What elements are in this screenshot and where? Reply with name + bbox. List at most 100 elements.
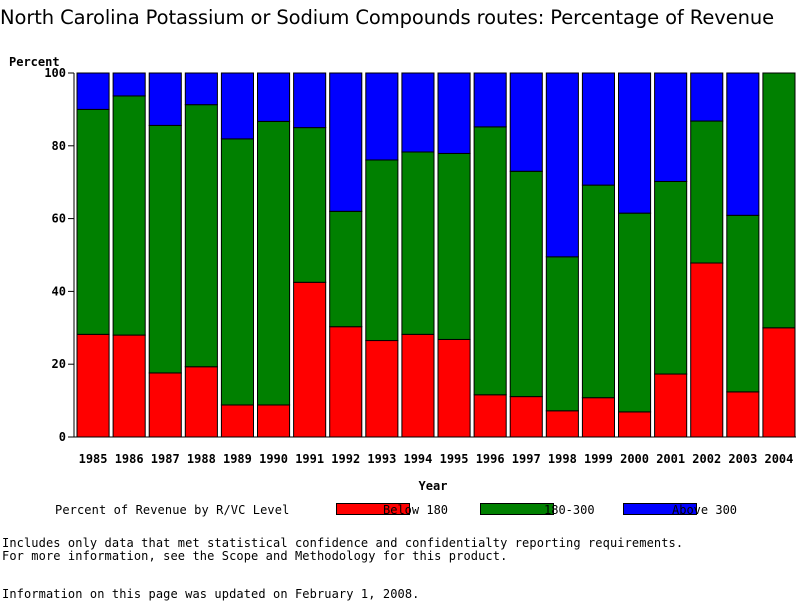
bar-1988-below-180 (184, 366, 218, 438)
x-tick-label-2001: 2001 (656, 452, 685, 466)
bar-2002-180-300 (690, 120, 724, 264)
x-tick-label-2000: 2000 (620, 452, 649, 466)
bar-1986-180-300 (112, 95, 146, 336)
x-tick-label-1997: 1997 (512, 452, 541, 466)
x-tick-label-1992: 1992 (331, 452, 360, 466)
bar-2002-below-180 (690, 262, 724, 438)
bar-1989-below-180 (220, 404, 254, 438)
bar-1991-180-300 (293, 127, 327, 283)
x-tick-label-2003: 2003 (728, 452, 757, 466)
bar-1995-above-300 (437, 72, 471, 154)
legend-swatch-below-180 (336, 503, 410, 515)
x-tick-label-1995: 1995 (440, 452, 469, 466)
x-axis: 1985 1986 1987 1988 1989 1990 1991 1992 1993 1994… (79, 452, 794, 466)
bar-2001-above-300 (654, 72, 688, 182)
bar-1999-below-180 (581, 397, 616, 438)
x-tick-label-2004: 2004 (764, 452, 793, 466)
x-tick-label-1986: 1986 (115, 452, 144, 466)
y-tick-label: 20 (52, 357, 66, 371)
x-tick-label-1991: 1991 (295, 452, 324, 466)
bar-1993-180-300 (365, 159, 399, 342)
bar-1989-180-300 (220, 138, 254, 406)
legend-label-below-180: Below 180 (383, 503, 449, 517)
bar-1997-below-180 (509, 396, 543, 438)
bar-1985-above-300 (76, 72, 110, 110)
bar-1995-180-300 (437, 152, 471, 340)
y-tick-label: 60 (52, 212, 66, 226)
bar-1987-above-300 (148, 72, 182, 126)
bar-1990-above-300 (257, 72, 291, 122)
x-tick-label-1998: 1998 (548, 452, 577, 466)
bar-1992-above-300 (329, 72, 363, 212)
bar-1994-below-180 (401, 333, 435, 438)
bar-1990-180-300 (257, 120, 291, 406)
bar-1987-below-180 (148, 372, 182, 438)
y-tick-label: 80 (52, 139, 66, 153)
x-tick-label-1996: 1996 (476, 452, 505, 466)
note-line-2: For more information, see the Scope and … (2, 549, 508, 563)
x-tick-label-2002: 2002 (692, 452, 721, 466)
bar-1994-above-300 (401, 72, 435, 153)
bar-2000-above-300 (618, 72, 652, 214)
bar-1999-above-300 (581, 72, 616, 186)
y-tick-label: 100 (44, 66, 66, 80)
bar-1997-above-300 (509, 72, 543, 172)
bar-1992-below-180 (329, 326, 363, 438)
bar-1996-above-300 (473, 72, 507, 128)
bar-2000-below-180 (618, 411, 652, 438)
bar-1993-below-180 (365, 340, 399, 438)
legend-label-180-300: 180-300 (544, 503, 595, 517)
bar-2002-above-300 (690, 72, 724, 122)
x-tick-label-1988: 1988 (187, 452, 216, 466)
updated-note: Information on this page was updated on … (2, 587, 420, 601)
y-axis: 0 20 40 60 80 100 (44, 66, 74, 444)
bar-1998-below-180 (545, 410, 579, 438)
bars (76, 72, 796, 438)
bar-2000-180-300 (618, 212, 652, 413)
bar-1986-below-180 (112, 334, 146, 438)
bar-1990-below-180 (257, 404, 291, 438)
bar-1988-180-300 (184, 104, 218, 368)
y-axis-label: Percent (9, 55, 60, 69)
bar-2001-below-180 (654, 373, 688, 438)
bar-1997-180-300 (509, 170, 543, 398)
bar-1989-above-300 (220, 72, 254, 140)
bar-1994-180-300 (401, 151, 435, 335)
bar-2004-below-180 (762, 327, 796, 438)
x-axis-label: Year (419, 479, 448, 493)
x-tick-label-1999: 1999 (584, 452, 613, 466)
bar-1987-180-300 (148, 124, 182, 374)
x-tick-label-1985: 1985 (79, 452, 108, 466)
bar-1999-180-300 (581, 184, 616, 399)
chart-title: North Carolina Potassium or Sodium Compo… (0, 6, 775, 29)
note-line-1: Includes only data that met statistical … (2, 536, 684, 550)
x-tick-label-1993: 1993 (367, 452, 396, 466)
bar-1992-180-300 (329, 210, 363, 328)
bar-1998-180-300 (545, 256, 579, 412)
bar-2004-180-300 (762, 72, 796, 329)
bar-2003-180-300 (726, 214, 760, 393)
bar-1991-below-180 (293, 281, 327, 438)
x-tick-label-1994: 1994 (403, 452, 432, 466)
x-tick-label-1990: 1990 (259, 452, 288, 466)
bar-1985-below-180 (76, 333, 110, 438)
y-tick-label: 40 (52, 284, 66, 298)
bar-1988-above-300 (184, 72, 218, 106)
bar-2001-180-300 (654, 180, 688, 375)
bar-1986-above-300 (112, 72, 146, 97)
bar-2003-above-300 (726, 72, 760, 216)
y-tick-label: 0 (59, 430, 66, 444)
legend-title: Percent of Revenue by R/VC Level (55, 503, 290, 517)
bar-1998-above-300 (545, 72, 579, 258)
bar-1995-below-180 (437, 338, 471, 438)
legend-label-above-300: Above 300 (672, 503, 738, 517)
bar-1996-180-300 (473, 126, 507, 396)
bar-1996-below-180 (473, 394, 507, 438)
bar-1993-above-300 (365, 72, 399, 161)
legend-swatch-180-300 (480, 503, 554, 515)
x-tick-label-1987: 1987 (151, 452, 180, 466)
bar-2003-below-180 (726, 391, 760, 438)
x-tick-label-1989: 1989 (223, 452, 252, 466)
bar-1985-180-300 (76, 108, 110, 335)
